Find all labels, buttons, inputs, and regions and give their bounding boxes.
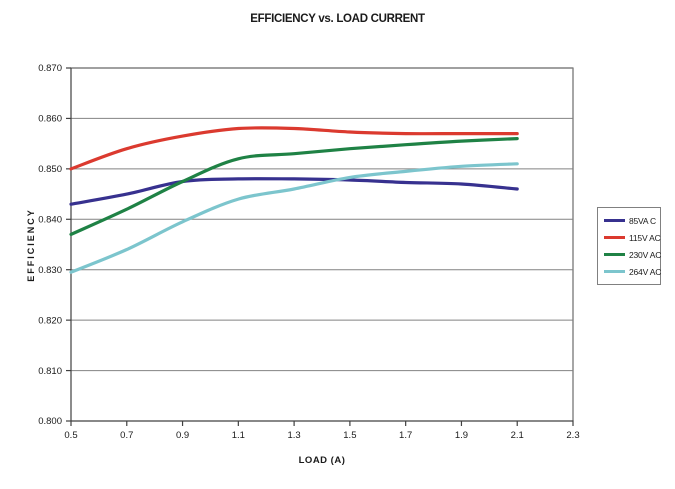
legend-label: 230V AC: [629, 249, 662, 260]
legend-swatch: [604, 219, 625, 222]
legend-item: 230V AC: [604, 249, 662, 260]
x-tick-label: 0.7: [120, 430, 133, 441]
x-tick-label: 1.7: [399, 430, 412, 441]
series-line-264v-ac: [69, 162, 519, 274]
legend-label: 85VA C: [629, 215, 656, 226]
legend-swatch: [604, 253, 625, 256]
x-tick-label: 1.3: [288, 430, 301, 441]
y-gridlines: [71, 117, 573, 372]
legend: 85VA C 115V AC 230V AC 264V AC: [597, 207, 661, 285]
legend-label: 115V AC: [629, 232, 661, 243]
y-tick-label: 0.810: [38, 366, 62, 377]
y-tick-labels: 0.800 0.810 0.820 0.830 0.840 0.850 0.860 0.870: [38, 63, 71, 427]
x-tick-label: 1.5: [343, 430, 356, 441]
legend-item: 85VA C: [604, 216, 658, 226]
x-tick-label: 1.1: [232, 430, 245, 441]
legend-label: 264V AC: [629, 266, 662, 277]
chart-title: EFFICIENCY vs. LOAD CURRENT: [250, 13, 425, 25]
series-line-115v-ac: [69, 126, 519, 171]
x-tick-label: 0.5: [64, 430, 77, 441]
x-tick-label: 2.1: [511, 430, 524, 441]
y-tick-label: 0.820: [38, 315, 62, 326]
series-line-85va-c: [69, 177, 519, 206]
x-tick-label: 2.3: [566, 430, 579, 441]
y-tick-label: 0.840: [38, 214, 62, 225]
y-tick-label: 0.870: [38, 63, 62, 74]
x-tick-labels: 0.5 0.7 0.9 1.1 1.3 1.5 1.7 1.9 2.1 2.3: [64, 421, 580, 441]
axes: [70, 68, 574, 422]
y-tick-label: 0.850: [38, 164, 62, 175]
y-tick-label: 0.830: [38, 265, 62, 276]
y-tick-label: 0.860: [38, 114, 62, 125]
plot-border: [70, 67, 574, 421]
legend-swatch: [604, 270, 625, 273]
x-tick-label: 1.9: [455, 430, 468, 441]
legend-item: 264V AC: [604, 266, 662, 277]
legend-item: 115V AC: [604, 232, 661, 243]
series-line-230v-ac: [69, 137, 519, 236]
x-axis-title: LOAD (A): [298, 455, 346, 466]
legend-swatch: [604, 236, 625, 239]
x-tick-label: 0.9: [176, 430, 189, 441]
y-tick-label: 0.800: [38, 416, 62, 427]
